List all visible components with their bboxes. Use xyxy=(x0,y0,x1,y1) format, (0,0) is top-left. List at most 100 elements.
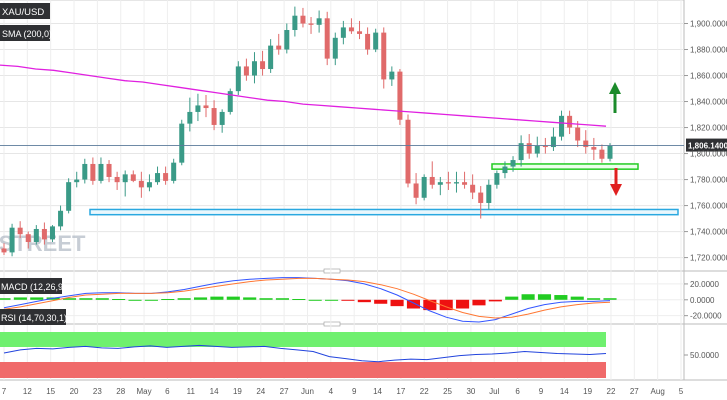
time-tick-label: Aug xyxy=(651,387,665,396)
price-tick-label: 1,820.0000 xyxy=(690,124,727,133)
rsi-label-bg xyxy=(0,309,66,325)
time-tick-label: 28 xyxy=(116,387,125,396)
price-tick-label: 1,880.0000 xyxy=(690,46,727,55)
macd-histogram-bar xyxy=(554,295,568,300)
macd-histogram-bar xyxy=(537,294,552,300)
macd-histogram-bar xyxy=(144,299,158,301)
candle-body xyxy=(470,184,476,193)
candle-body xyxy=(413,183,419,198)
time-tick-label: 14 xyxy=(210,387,219,396)
candle-body xyxy=(389,71,395,80)
time-tick-label: Jul xyxy=(489,387,499,396)
macd-histogram-bar xyxy=(439,299,453,311)
macd-histogram-bar xyxy=(390,299,404,307)
sma-200-path xyxy=(0,64,607,127)
candle-body xyxy=(25,234,31,242)
candle-body xyxy=(357,31,363,34)
candle-body xyxy=(365,33,371,50)
time-tick-label: 27 xyxy=(280,387,289,396)
candle-body xyxy=(74,179,80,183)
candle-body xyxy=(82,163,88,180)
time-tick-label: 22 xyxy=(607,387,616,396)
candle-body xyxy=(486,184,492,203)
price-tag-bg xyxy=(686,138,727,152)
price-tick-label: 1,760.0000 xyxy=(690,202,727,211)
time-tick-label: 20 xyxy=(70,387,79,396)
candle-body xyxy=(211,108,217,125)
macd-histogram-bar xyxy=(488,299,502,302)
sma-200-line xyxy=(0,64,607,127)
macd-tick-label: 0.0000 xyxy=(690,296,715,305)
candle-body xyxy=(187,111,193,124)
macd-panel: 20.0000 0.0000 -20.0000 xyxy=(0,277,722,323)
candle-body xyxy=(559,115,565,137)
time-tick-label: 11 xyxy=(187,387,196,396)
candle-body xyxy=(114,176,120,183)
candle-body xyxy=(494,173,500,185)
time-tick-label: 27 xyxy=(630,387,639,396)
rsi-oversold-zone xyxy=(0,362,606,378)
macd-histogram-bar xyxy=(79,298,93,300)
macd-tick-label: 20.0000 xyxy=(690,280,719,289)
candle-body xyxy=(268,45,274,70)
grid xyxy=(0,0,684,380)
time-tick-label: 19 xyxy=(583,387,592,396)
candle-body xyxy=(66,182,72,211)
macd-histogram-bar xyxy=(62,298,77,300)
candle-body xyxy=(575,127,581,141)
candle-body xyxy=(300,15,306,24)
arrow-down-head-icon xyxy=(610,184,622,196)
macd-histogram-bar xyxy=(308,299,322,301)
time-tick-label: Jun xyxy=(301,387,314,396)
candle-body xyxy=(332,37,338,59)
time-tick-label: 5 xyxy=(679,387,684,396)
price-axis: 1,720.0000 1,740.0000 1,760.0000 1,780.0000… xyxy=(684,20,727,263)
macd-histogram-bar xyxy=(456,299,470,309)
macd-histogram-bar xyxy=(161,299,175,300)
candle-body xyxy=(179,123,185,163)
candle-body xyxy=(163,173,169,181)
time-tick-label: 9 xyxy=(539,387,544,396)
candle-body xyxy=(462,182,468,185)
macd-histogram-bar xyxy=(177,298,191,300)
rsi-tick-label: 50.0000 xyxy=(690,351,719,360)
rsi-panel: 50.0000 xyxy=(0,332,719,378)
candle-body xyxy=(195,105,201,112)
candle-body xyxy=(243,66,249,76)
macd-histogram-bar xyxy=(112,299,126,300)
macd-histogram-bar xyxy=(292,299,306,300)
panel-resize-handle-2[interactable] xyxy=(323,321,341,327)
macd-histogram-bar xyxy=(505,296,519,300)
macd-histogram-bar xyxy=(95,298,109,300)
candle-body xyxy=(284,30,290,50)
time-tick-label: 24 xyxy=(256,387,265,396)
time-tick-label: 17 xyxy=(396,387,405,396)
candle-body xyxy=(1,248,7,253)
time-tick-label: 15 xyxy=(46,387,55,396)
candle-body xyxy=(526,143,532,154)
candle-body xyxy=(373,32,379,50)
panel-resize-handle-1[interactable] xyxy=(323,268,341,274)
candle-body xyxy=(219,111,225,125)
time-tick-label: 6 xyxy=(165,387,170,396)
candle-body xyxy=(445,182,451,184)
candle-body xyxy=(251,61,257,76)
time-tick-label: 22 xyxy=(420,387,429,396)
candle-body xyxy=(316,18,322,25)
macd-histogram-bar xyxy=(472,299,486,306)
macd-histogram-bar xyxy=(259,298,273,300)
macd-histogram-bar xyxy=(570,296,584,300)
macd-histogram-bar xyxy=(128,299,142,301)
candle-body xyxy=(607,145,613,159)
macd-histogram-bar xyxy=(325,299,339,301)
price-tick-label: 1,840.0000 xyxy=(690,98,727,107)
time-tick-label: 4 xyxy=(329,387,334,396)
macd-label: MACD (12,26,9) xyxy=(1,282,66,292)
time-tick-label: 30 xyxy=(466,387,475,396)
candle-body xyxy=(49,226,55,240)
price-tick-label: 1,900.0000 xyxy=(690,20,727,29)
price-tag: 1,806.1400 xyxy=(688,142,727,151)
candle-body xyxy=(599,149,605,159)
signal-line xyxy=(3,277,611,319)
